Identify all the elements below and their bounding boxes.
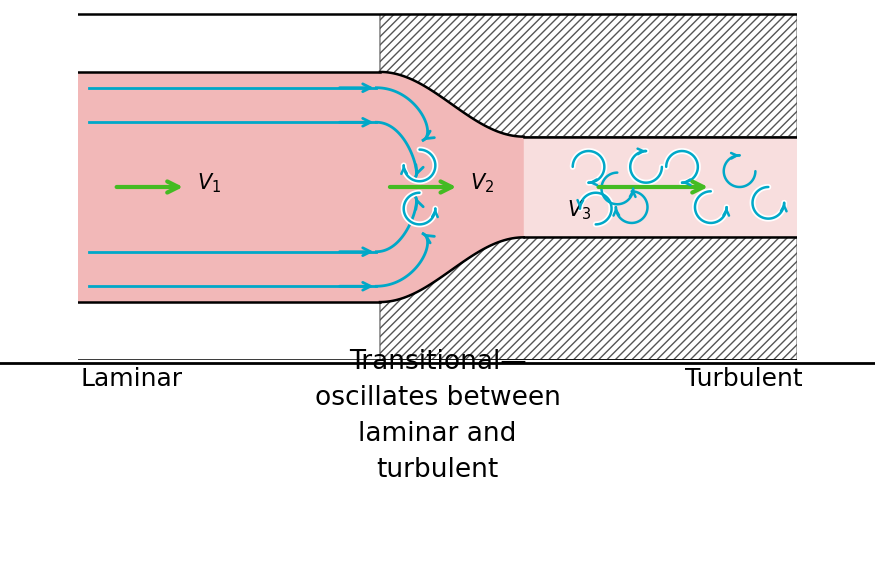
Polygon shape (524, 137, 797, 237)
Polygon shape (380, 237, 797, 360)
Text: $\mathit{V}_2$: $\mathit{V}_2$ (470, 172, 494, 195)
Text: $\mathit{V}_3$: $\mathit{V}_3$ (567, 198, 592, 222)
Text: $\mathit{V}_1$: $\mathit{V}_1$ (197, 172, 220, 195)
Text: Turbulent: Turbulent (685, 367, 802, 391)
Text: Laminar: Laminar (80, 367, 182, 391)
Polygon shape (380, 14, 797, 137)
Polygon shape (78, 72, 380, 302)
Polygon shape (380, 72, 524, 302)
Text: Transitional—
oscillates between
laminar and
turbulent: Transitional— oscillates between laminar… (315, 349, 561, 483)
